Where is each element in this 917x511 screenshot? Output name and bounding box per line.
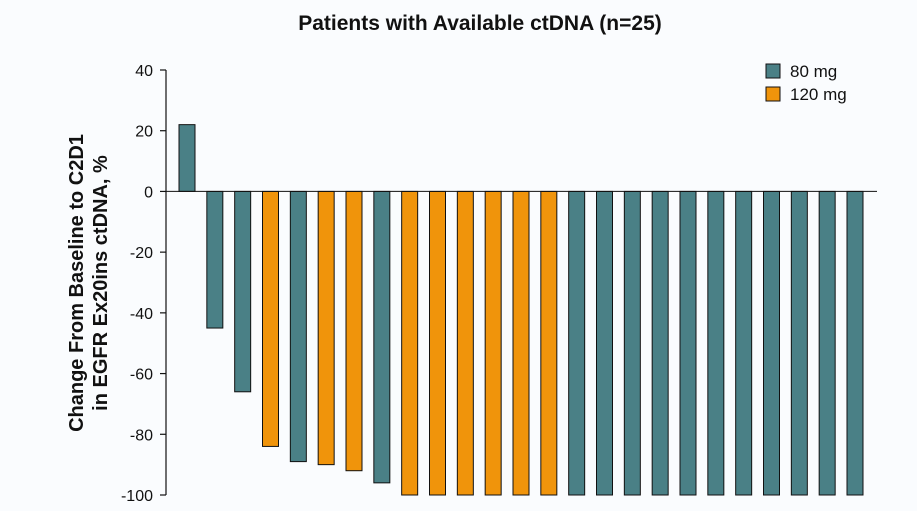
bar-patient-12 <box>484 190 502 496</box>
legend-swatch-80mg <box>765 63 781 79</box>
bar-patient-25 <box>846 190 864 496</box>
legend-swatch-120mg <box>765 86 781 102</box>
bar-patient-5 <box>289 190 307 463</box>
bar-patient-9 <box>401 190 419 496</box>
bar-patient-17 <box>623 190 641 496</box>
bar-patient-16 <box>596 190 613 496</box>
bar-patient-19 <box>679 190 697 496</box>
bar-patient-20 <box>707 190 725 496</box>
legend-label-80mg: 80 mg <box>790 62 837 81</box>
legend-label-120mg: 120 mg <box>790 85 847 104</box>
y-tick-label: -60 <box>130 367 153 384</box>
bar-patient-8 <box>373 190 391 484</box>
bar-patient-21 <box>735 190 753 496</box>
y-tick-label: 20 <box>135 124 153 141</box>
legend: 80 mg 120 mg <box>765 62 847 104</box>
y-axis-label-line-2: in EGFR Ex20ins ctDNA, % <box>90 155 112 411</box>
y-tick-label: -100 <box>121 488 153 505</box>
y-axis-label: Change From Baseline to C2D1 in EGFR Ex2… <box>66 134 112 432</box>
bar-patient-1 <box>178 124 196 192</box>
y-axis-ticks: 40 20 0 -20 -40 -60 -80 -100 <box>121 63 166 505</box>
chart-title: Patients with Available ctDNA (n=25) <box>298 12 662 35</box>
bar-patient-11 <box>456 190 474 496</box>
y-axis-label-line-1: Change From Baseline to C2D1 <box>66 134 88 432</box>
bar-patient-15 <box>568 190 586 496</box>
bars <box>178 124 864 496</box>
y-tick-label: 40 <box>135 63 153 80</box>
y-tick-label: -40 <box>130 306 153 323</box>
bar-patient-13 <box>512 190 530 496</box>
bar-patient-24 <box>818 190 836 496</box>
bar-patient-14 <box>540 190 558 496</box>
bar-patient-3 <box>234 190 252 393</box>
bar-patient-10 <box>429 190 446 496</box>
bar-patient-4 <box>262 190 279 447</box>
y-tick-label: -80 <box>130 427 153 444</box>
bar-patient-23 <box>790 190 808 496</box>
y-tick-label: 0 <box>144 184 153 201</box>
bar-patient-18 <box>651 190 669 496</box>
bar-patient-7 <box>345 190 363 472</box>
bar-patient-6 <box>317 190 335 466</box>
y-tick-label: -20 <box>130 245 153 262</box>
bar-patient-22 <box>763 190 780 496</box>
bar-patient-2 <box>206 190 224 329</box>
